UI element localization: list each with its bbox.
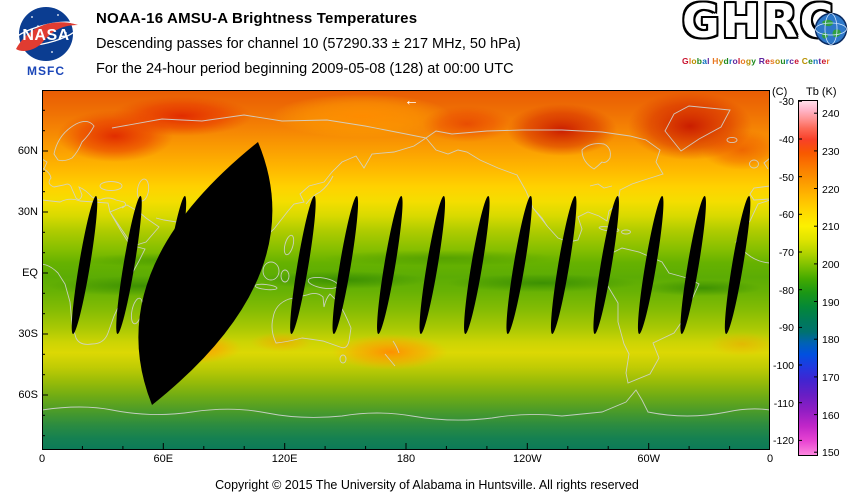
lat-label-30S: 30S [18, 327, 38, 340]
colorbar-k-tick-240: 240 [822, 108, 840, 121]
colorbar-celsius-unit: (C) [772, 86, 788, 98]
nasa-logo: NASA [13, 7, 79, 61]
globe-icon [814, 12, 848, 46]
lon-label-4-120W: 120W [512, 453, 542, 465]
colorbar-gradient [798, 100, 818, 456]
colorbar-c-tick--40: -40 [778, 133, 794, 146]
colorbar-kelvin-unit: Tb (K) [806, 86, 837, 98]
colorbar-c-tick--100: -100 [772, 360, 794, 373]
copyright-notice: Copyright © 2015 The University of Alaba… [215, 478, 639, 492]
left-arrow-annotation: ← [404, 92, 419, 109]
narrow-data-gap [290, 195, 316, 335]
colorbar-c-tick--120: -120 [772, 435, 794, 448]
colorbar-k-tick-200: 200 [822, 258, 840, 271]
colorbar-k-tick-210: 210 [822, 221, 840, 234]
colorbar-k-tick-230: 230 [822, 145, 840, 158]
colorbar-c-tick--50: -50 [778, 171, 794, 184]
narrow-data-gap [332, 195, 359, 335]
page-subtitle-channel: Descending passes for channel 10 (57290.… [96, 36, 521, 52]
lat-label-30N: 30N [17, 206, 38, 218]
map-border [42, 90, 770, 450]
data-gap-swaths [71, 142, 751, 405]
colorbar-c-tick--90: -90 [778, 322, 794, 335]
colorbar-k-tick-180: 180 [822, 334, 840, 347]
narrow-data-gap [724, 195, 751, 335]
large-data-gap [138, 142, 273, 405]
narrow-data-gap [71, 195, 98, 335]
colorbar [798, 100, 818, 456]
colorbar-k-tick-220: 220 [822, 183, 840, 196]
lat-label-60S: 60S [18, 388, 38, 401]
page-subtitle-period: For the 24-hour period beginning 2009-05… [96, 61, 514, 77]
colorbar-c-tick--60: -60 [778, 209, 794, 222]
lon-label-1-60E: 60E [153, 453, 174, 465]
nasa-swoosh-icon [16, 22, 78, 51]
colorbar-k-tick-190: 190 [822, 296, 840, 309]
narrow-data-gap [419, 195, 446, 335]
narrow-data-gap [377, 195, 403, 335]
lon-label-2-120E: 120E [271, 453, 298, 465]
lon-label-0-0: 0 [38, 453, 46, 465]
colorbar-c-tick--30: -30 [778, 96, 794, 109]
page-title: NOAA-16 AMSU-A Brightness Temperatures [96, 10, 418, 27]
colorbar-k-tick-150: 150 [822, 447, 840, 460]
lat-label-EQ: EQ [22, 267, 38, 279]
colorbar-c-tick--80: -80 [778, 284, 794, 297]
narrow-data-gap [116, 195, 142, 335]
msfc-label: MSFC [27, 64, 65, 78]
narrow-data-gap [506, 195, 532, 335]
narrow-data-gap [160, 195, 187, 335]
brightness-temperature-map: ← [42, 90, 770, 450]
narrow-data-gap [680, 195, 706, 335]
colorbar-k-tick-160: 160 [822, 409, 840, 422]
nasa-wordmark: NASA [22, 27, 69, 44]
ghrc-wordmark: GHRC [682, 0, 836, 48]
narrow-data-gap [464, 195, 490, 335]
lon-label-6-0: 0 [766, 453, 774, 465]
lat-label-60N: 60N [17, 145, 38, 157]
narrow-data-gap [637, 195, 664, 335]
narrow-data-gap [550, 195, 577, 335]
lon-label-5-60W: 60W [637, 453, 660, 465]
lon-label-3-180: 180 [396, 453, 416, 465]
narrow-data-gap [593, 195, 619, 335]
ghrc-logo: GHRC Global Hydrology Resource Center [672, 0, 852, 86]
colorbar-border [798, 100, 818, 456]
colorbar-c-tick--110: -110 [773, 397, 794, 410]
ghrc-tagline: Global Hydrology Resource Center [682, 56, 830, 66]
colorbar-c-tick--70: -70 [778, 247, 794, 259]
colorbar-k-tick-170: 170 [822, 371, 840, 384]
